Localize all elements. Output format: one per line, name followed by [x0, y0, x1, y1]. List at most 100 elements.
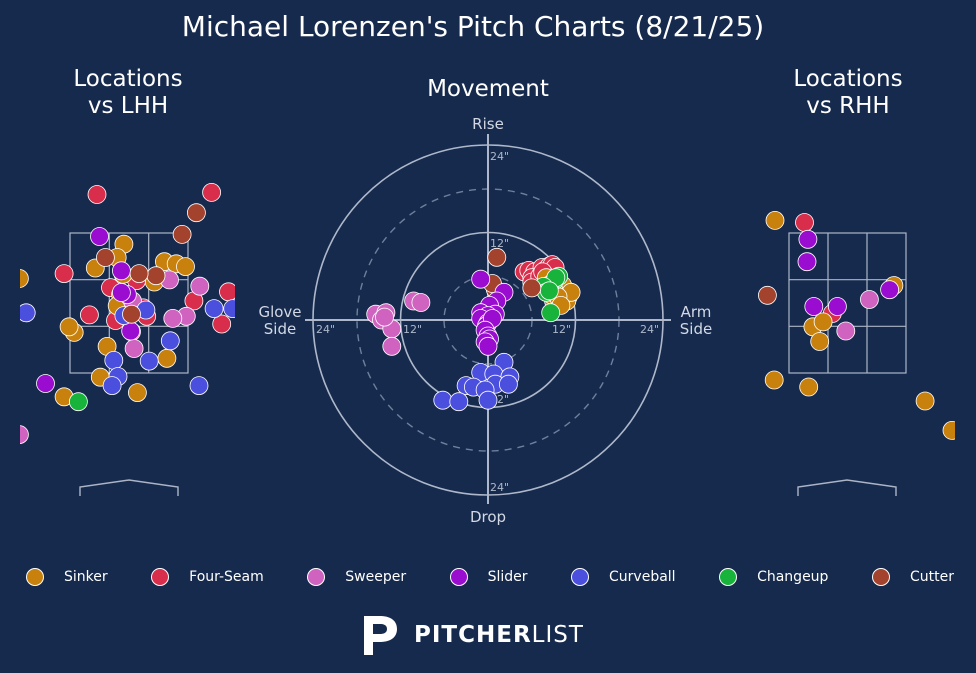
- lhh-sweeper-point: [163, 308, 183, 328]
- lhh-fourseam-point: [54, 264, 74, 284]
- movement-sweeper-point: [375, 307, 394, 327]
- axis-label-arm-line-1: Arm: [681, 303, 712, 321]
- rhh-slider-point: [702, 278, 720, 296]
- rhh-sinker-point: [973, 252, 976, 270]
- lhh-curveball-point: [160, 331, 180, 351]
- legend-label: Four-Seam: [189, 569, 264, 585]
- chart-title: Michael Lorenzen's Pitch Charts (8/21/25…: [181, 10, 765, 43]
- rhh-sweeper-point: [860, 290, 879, 309]
- ring-label-right-12: 12": [552, 323, 571, 336]
- rhh-fourseam-point: [795, 213, 814, 232]
- axis-label-rise: Rise: [472, 115, 504, 133]
- rhh-slider-point: [804, 297, 824, 316]
- lhh-curveball-point: [0, 406, 17, 424]
- legend-item: Slider: [449, 568, 528, 586]
- rhh-title-line-1: Locations: [793, 66, 903, 92]
- legend-item: Four-Seam: [151, 568, 264, 586]
- movement-plot: 24" 12" 12" 24" 24" 12" 12" 24" Rise Dro…: [258, 115, 712, 526]
- lhh-cutter-point: [122, 304, 141, 324]
- legend-label: Changeup: [757, 569, 829, 585]
- rhh-sinker-point: [799, 377, 819, 397]
- movement-slider-point: [471, 269, 491, 289]
- rhh-sinker-point: [810, 332, 830, 351]
- lhh-title-line-2: vs LHH: [87, 93, 169, 119]
- lhh-cutter-point: [129, 264, 149, 284]
- movement-cutter-point: [522, 278, 542, 298]
- lhh-sinker-point: [127, 383, 147, 403]
- pitch-type-legend: Sinker Four-Seam Sweeper Slider Curveball Cha…: [0, 560, 976, 594]
- legend-label: Sweeper: [345, 569, 407, 585]
- legend-label: Curveball: [609, 569, 676, 585]
- lhh-sinker-point: [157, 348, 177, 368]
- rhh-location-plot: [680, 210, 976, 496]
- legend-label: Cutter: [909, 569, 954, 585]
- brand-wordmark-light: LIST: [531, 622, 584, 648]
- lhh-sinker-point: [59, 317, 79, 337]
- legend-item: Sweeper: [307, 568, 406, 586]
- lhh-sweeper-point: [190, 276, 210, 296]
- movement-changeup-point: [539, 281, 559, 301]
- rhh-sweeper-point: [836, 321, 856, 341]
- rhh-changeup-point: [715, 442, 733, 460]
- movement-panel-title: Movement: [427, 76, 549, 102]
- rhh-slider-point: [880, 280, 899, 300]
- lhh-curveball-point: [236, 447, 254, 465]
- legend-label: Sinker: [64, 569, 108, 585]
- lhh-changeup-point: [274, 335, 292, 353]
- rhh-sinker-point: [813, 312, 833, 332]
- rhh-slider-point: [680, 279, 698, 297]
- lhh-curveball-point: [20, 303, 36, 323]
- lhh-home-plate: [79, 479, 179, 496]
- lhh-curveball-point: [104, 350, 124, 370]
- axis-label-glove-line-1: Glove: [258, 303, 301, 321]
- lhh-curveball-point: [189, 376, 209, 396]
- lhh-cutter-point: [172, 224, 192, 244]
- legend-swatch: [449, 568, 468, 586]
- ring-label-left-24: 24": [316, 323, 335, 336]
- rhh-sinker-point: [942, 421, 955, 440]
- rhh-sinker-point: [764, 370, 784, 390]
- lhh-cutter-point: [96, 248, 115, 267]
- legend-swatch: [871, 568, 890, 586]
- legend-item: Sinker: [26, 568, 108, 586]
- axis-label-arm-line-2: Side: [680, 320, 712, 338]
- lhh-fourseam-point: [276, 219, 294, 237]
- legend-swatch: [571, 568, 590, 586]
- legend-swatch: [307, 568, 326, 586]
- lhh-fourseam-point: [202, 182, 222, 202]
- lhh-changeup-point: [69, 392, 88, 412]
- rhh-panel-title: Locations vs RHH: [748, 66, 948, 120]
- lhh-fourseam-point: [253, 286, 271, 304]
- lhh-curveball-point: [204, 299, 224, 319]
- lhh-slider-point: [112, 261, 131, 281]
- legend-swatch: [26, 568, 44, 586]
- movement-curveball-point: [433, 390, 453, 410]
- lhh-changeup-point: [322, 342, 340, 360]
- rhh-sinker-point: [765, 210, 785, 230]
- lhh-fourseam-point: [212, 314, 232, 334]
- legend-swatch: [719, 568, 738, 586]
- movement-cutter-point: [487, 247, 507, 267]
- axis-label-glove-line-2: Side: [264, 320, 296, 338]
- lhh-cutter-point: [146, 266, 166, 286]
- legend-swatch: [151, 568, 170, 586]
- movement-curveball-point: [478, 390, 498, 410]
- ring-label-left-12: 12": [403, 323, 422, 336]
- movement-pitch-points: [366, 247, 581, 412]
- lhh-title-line-1: Locations: [73, 66, 183, 92]
- movement-sweeper-point: [411, 293, 431, 312]
- legend-item: Changeup: [719, 568, 828, 586]
- ring-label-top-24: 24": [490, 150, 509, 163]
- lhh-fourseam-point: [219, 282, 235, 302]
- lhh-sinker-point: [20, 269, 29, 288]
- lhh-slider-point: [90, 227, 109, 246]
- legend-label: Slider: [487, 569, 528, 585]
- rhh-title-line-2: vs RHH: [806, 93, 890, 119]
- rhh-pitch-points: [680, 210, 976, 460]
- lhh-slider-point: [36, 374, 55, 393]
- movement-curveball-point: [449, 392, 469, 412]
- lhh-slider-point: [1, 265, 19, 283]
- lhh-curveball-point: [102, 376, 122, 396]
- lhh-panel-title: Locations vs LHH: [28, 66, 228, 120]
